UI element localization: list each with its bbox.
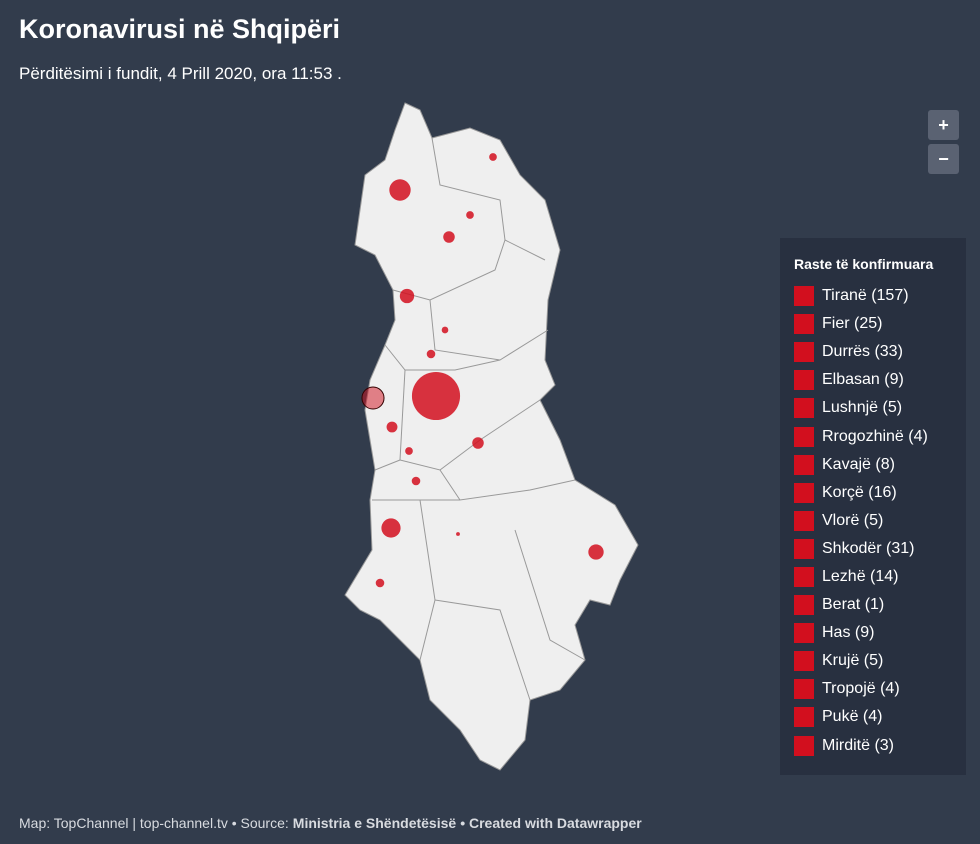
legend-item: Tiranë (157)	[794, 282, 952, 310]
zoom-in[interactable]: +	[928, 110, 959, 140]
legend-item: Rrogozhinë (4)	[794, 422, 952, 450]
legend-swatch	[794, 651, 814, 672]
legend-item: Kavajë (8)	[794, 451, 952, 479]
legend-swatch	[794, 707, 814, 728]
legend-item: Berat (1)	[794, 591, 952, 619]
legend-label: Krujë (5)	[822, 652, 884, 670]
legend-item: Mirditë (3)	[794, 732, 952, 760]
case-bubble[interactable]	[588, 544, 604, 560]
case-bubble[interactable]	[426, 349, 436, 359]
country-shape	[344, 102, 639, 771]
footer-map: Map: TopChannel | top-channel.tv • Sourc…	[19, 815, 289, 831]
legend-label: Durrës (33)	[822, 343, 903, 361]
case-bubble[interactable]	[386, 421, 398, 433]
legend-label: Lezhë (14)	[822, 567, 899, 585]
case-bubble[interactable]	[389, 179, 411, 201]
subtitle: Përditësimi i fundit, 4 Prill 2020, ora …	[19, 64, 342, 83]
legend-label: Tiranë (157)	[822, 287, 909, 305]
case-bubble[interactable]	[443, 231, 455, 243]
legend-item: Has (9)	[794, 619, 952, 647]
legend-swatch	[794, 370, 814, 391]
legend-title: Raste të konfirmuara	[794, 256, 934, 272]
legend-swatch	[794, 566, 814, 587]
legend-item: Lezhë (14)	[794, 563, 952, 591]
legend-label: Berat (1)	[822, 596, 885, 614]
legend: Raste të konfirmuara Tiranë (157) Fier (2…	[780, 238, 966, 775]
legend-swatch	[794, 454, 814, 475]
legend-item: Fier (25)	[794, 310, 952, 338]
legend-swatch	[794, 510, 814, 531]
legend-label: Korçë (16)	[822, 483, 897, 501]
legend-swatch	[794, 538, 814, 559]
case-bubble[interactable]	[456, 532, 460, 536]
case-bubble[interactable]	[399, 288, 415, 304]
title: Koronavirusi në Shqipëri	[19, 14, 341, 44]
legend-item: Durrës (33)	[794, 338, 952, 366]
legend-label: Mirditë (3)	[822, 736, 895, 754]
case-bubble[interactable]	[489, 153, 497, 161]
legend-item: Korçë (16)	[794, 479, 952, 507]
legend-label: Kavajë (8)	[822, 455, 895, 473]
legend-label: Tropojë (4)	[822, 680, 900, 698]
case-bubble[interactable]	[441, 326, 449, 334]
footer-credit: • Created with Datawrapper	[460, 815, 642, 831]
legend-swatch	[794, 623, 814, 644]
legend-item: Elbasan (9)	[794, 366, 952, 394]
legend-swatch	[794, 286, 814, 307]
case-bubble[interactable]	[381, 518, 401, 538]
zoom-out[interactable]: −	[928, 144, 959, 174]
legend-swatch	[794, 342, 814, 363]
legend-swatch	[794, 314, 814, 335]
case-bubble[interactable]	[411, 476, 421, 486]
legend-item: Krujë (5)	[794, 647, 952, 675]
legend-label: Shkodër (31)	[822, 539, 915, 557]
legend-item: Shkodër (31)	[794, 535, 952, 563]
legend-swatch	[794, 679, 814, 700]
legend-swatch	[794, 398, 814, 419]
legend-label: Has (9)	[822, 624, 875, 642]
legend-label: Pukë (4)	[822, 708, 883, 726]
case-bubble[interactable]	[411, 371, 461, 421]
footer: Map: TopChannel | top-channel.tv • Sourc…	[19, 815, 642, 831]
case-bubble[interactable]	[466, 211, 474, 219]
legend-item: Tropojë (4)	[794, 675, 952, 703]
legend-label: Rrogozhinë (4)	[822, 427, 928, 445]
legend-item: Pukë (4)	[794, 703, 952, 731]
legend-label: Elbasan (9)	[822, 371, 904, 389]
legend-label: Lushnjë (5)	[822, 399, 903, 417]
case-bubble[interactable]	[405, 447, 413, 455]
region-borders	[372, 137, 586, 701]
case-bubble[interactable]	[375, 578, 385, 588]
legend-label: Fier (25)	[822, 315, 883, 333]
footer-source: Ministria e Shëndetësisë	[292, 815, 457, 831]
case-bubble[interactable]	[472, 437, 484, 449]
legend-swatch	[794, 482, 814, 503]
case-bubble[interactable]	[361, 386, 385, 410]
legend-swatch	[794, 735, 814, 756]
legend-swatch	[794, 595, 814, 616]
legend-item: Lushnjë (5)	[794, 394, 952, 422]
legend-swatch	[794, 426, 814, 447]
legend-label: Vlorë (5)	[822, 511, 884, 529]
legend-item: Vlorë (5)	[794, 507, 952, 535]
